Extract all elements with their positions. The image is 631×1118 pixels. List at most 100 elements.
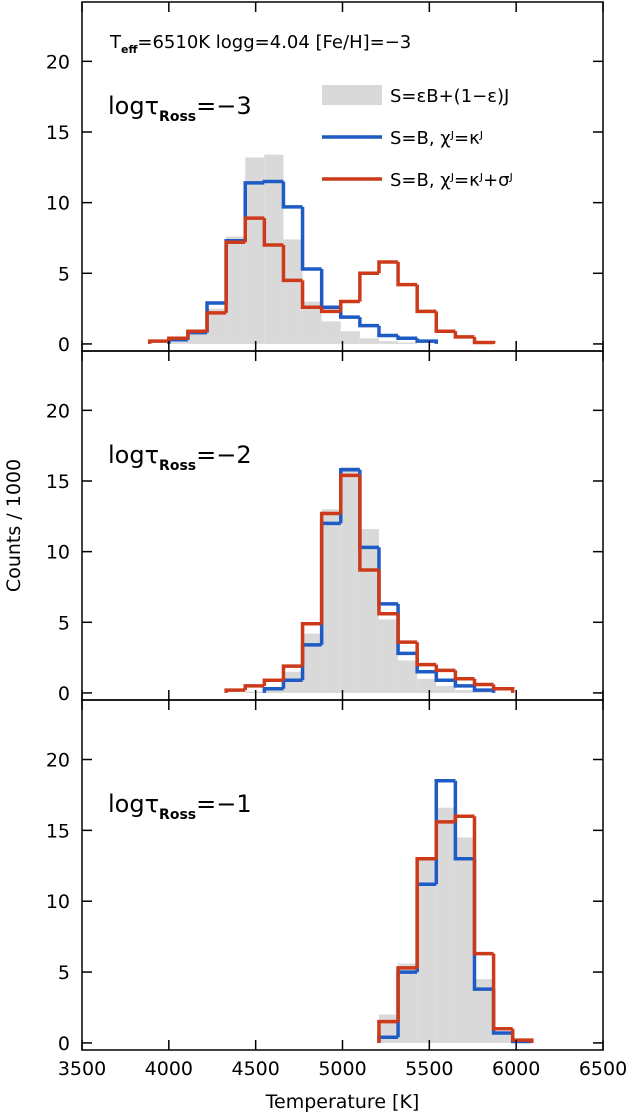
hist-step [453,670,475,681]
hist-step [415,338,439,344]
hist-step [396,966,418,1022]
hist-bar [436,685,456,693]
annotation-text: logτ [108,92,159,120]
x-tick-label: 3500 [58,1058,106,1080]
x-tick-label: 4500 [231,1058,279,1080]
hist-step [472,336,496,345]
hist-step [491,684,515,693]
hist-step [434,311,456,333]
hist-bar [340,466,360,693]
hist-step [262,678,284,686]
hist-step [491,953,513,1031]
hist-bar [168,339,188,344]
header-text: T [109,32,122,53]
hist-step [377,1019,399,1043]
hist-bar [455,837,475,1043]
hist-step [491,989,513,1035]
hist-step [167,336,188,342]
header: Teff=6510K logg=4.04 [Fe/H]=−3 [109,32,411,56]
hist-bar [455,690,475,693]
hist-step [415,642,437,667]
hist-bar [417,678,437,693]
plot-frame [81,699,604,1051]
hist-bar [245,157,265,344]
hist-bar [436,807,456,1043]
hist-step [510,1028,534,1043]
hist-bar [321,509,341,693]
hist-step [262,179,284,184]
panel: 0 5 10 15 20 logτRoss=−3 S=εB+(1−ε)J S=B, χᴶ=κᴶ… [46,1,604,356]
y-tick-label: 5 [58,263,70,285]
hist-step [224,688,246,693]
hist-step [453,680,475,688]
hist-step [434,664,456,673]
hist-bar [283,239,303,344]
y-tick-label: 15 [46,122,70,144]
header-text: =6510K logg=4.04 [Fe/H]=−3 [137,32,411,53]
hist-step [472,816,494,956]
hist-step [377,325,399,338]
hist-step [339,307,360,319]
annotation-sub: Ross [159,109,196,125]
x-tick-label: 6500 [579,1058,627,1080]
y-tick-label: 15 [46,471,70,493]
plot-frame [81,1,604,352]
y-tick-label: 0 [58,683,70,705]
hist-bar [321,321,341,344]
hist-bar [283,671,303,693]
legend-label: S=εB+(1−ε)J [390,86,509,107]
hist-step [358,475,379,572]
y-tick-label: 5 [58,612,70,634]
hist-step [472,678,494,687]
hist-step [319,511,341,624]
hist-step [147,339,169,344]
hist-step [319,307,341,314]
hist-bar [417,858,437,1043]
hist-bar [398,963,418,1043]
hist-step [281,181,303,209]
hist-step [300,621,322,667]
annotation: logτRoss=−3 [108,92,252,125]
y-tick-label: 5 [58,962,70,984]
hist-bar [207,308,227,344]
annotation-sub: Ross [159,807,196,823]
hist-step [434,820,456,859]
y-tick-label: 15 [46,820,70,842]
annotation: logτRoss=−2 [108,441,252,474]
hist-bar [245,691,265,693]
y-tick-label: 10 [46,542,70,564]
x-tick-label: 6000 [492,1058,540,1080]
annotation-sub: Ross [159,458,196,474]
hist-step [339,473,360,514]
annotation-text: =−1 [196,790,252,818]
x-tick-label: 5000 [318,1058,366,1080]
hist-bar [378,341,399,344]
x-axis-label: Temperature [K] [265,1091,420,1113]
hist-step [472,858,494,991]
y-tick-label: 0 [58,1033,70,1055]
hist-step [300,206,322,271]
y-tick-label: 10 [46,891,70,913]
hist-bar [302,301,322,344]
hist-bar [474,691,494,693]
hist-step [300,280,322,309]
hist-bar [493,1034,513,1043]
hist-step [377,260,399,274]
y-tick-label: 20 [46,750,70,772]
hist-step [396,335,418,341]
hist-step [396,261,418,287]
annotation-text: logτ [108,790,159,818]
hist-step [415,653,437,674]
hist-step [262,686,284,693]
hist-step [186,329,208,339]
legend-label: S=B, χᴶ=κᴶ [390,128,483,149]
y-tick-label: 0 [58,334,70,356]
hist-step [358,317,379,328]
annotation-text: =−2 [196,441,252,469]
hist-step [415,284,437,314]
hist-step [472,685,496,693]
hist-step [339,299,360,312]
hist-bar [302,633,322,693]
